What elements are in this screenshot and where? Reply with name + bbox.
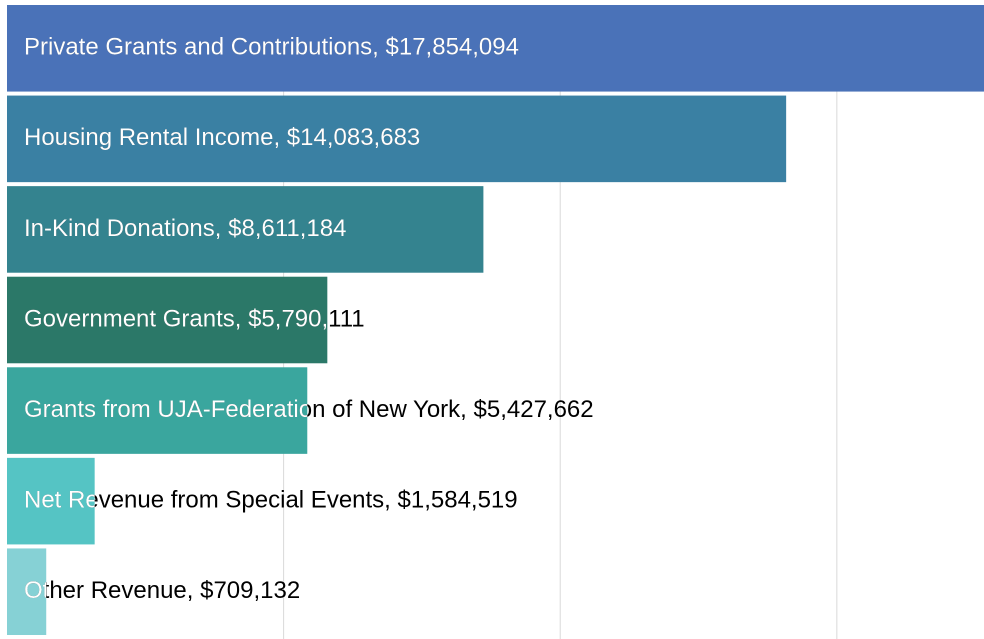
- bar-label: Government Grants, $5,790,111: [24, 305, 365, 332]
- bar: [7, 5, 984, 92]
- bar-label-inside: Government Grants, $5,790,111: [24, 305, 365, 332]
- bar-label-inside: Private Grants and Contributions, $17,85…: [24, 34, 519, 61]
- bar: [7, 548, 47, 635]
- bar: [7, 367, 308, 454]
- bar-label: In-Kind Donations, $8,611,184: [24, 215, 346, 242]
- bar-label: Other Revenue, $709,132: [24, 577, 300, 604]
- bar: [7, 276, 328, 364]
- bar-label: Housing Rental Income, $14,083,683: [24, 124, 420, 151]
- bar-label-inside: Other Revenue, $709,132: [24, 577, 300, 604]
- bar: [7, 457, 95, 545]
- bars: [7, 5, 984, 635]
- bar-label-inside: In-Kind Donations, $8,611,184: [24, 215, 346, 242]
- bar-label: Private Grants and Contributions, $17,85…: [24, 34, 519, 61]
- bar: [7, 186, 484, 273]
- bar-label-inside: Grants from UJA-Federation of New York, …: [24, 396, 594, 423]
- bar-label-inside: Net Revenue from Special Events, $1,584,…: [24, 486, 518, 513]
- bar: [7, 95, 787, 183]
- bar-label: Grants from UJA-Federation of New York, …: [24, 396, 594, 423]
- bar-label: Net Revenue from Special Events, $1,584,…: [24, 486, 518, 513]
- bar-label-inside: Housing Rental Income, $14,083,683: [24, 124, 420, 151]
